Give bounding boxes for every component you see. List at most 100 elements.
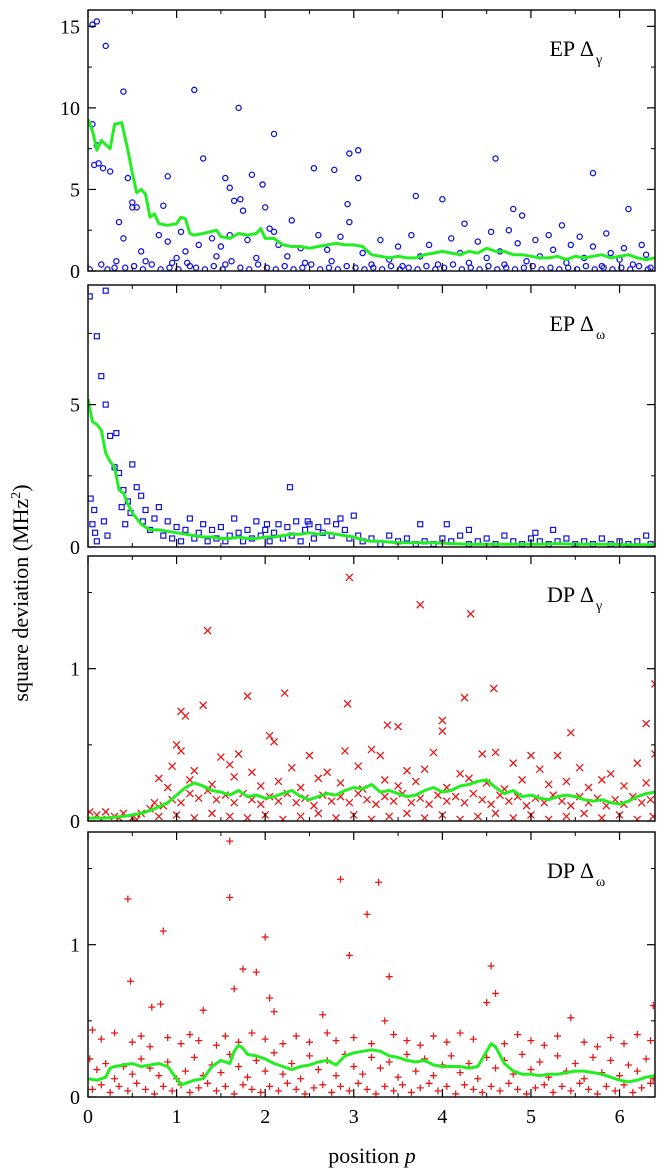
data-point — [305, 1052, 313, 1060]
data-point — [346, 150, 353, 157]
data-point — [345, 1087, 353, 1095]
data-point — [234, 750, 243, 758]
data-point — [434, 261, 442, 268]
data-point — [616, 1072, 624, 1080]
data-point — [509, 205, 517, 213]
data-point — [562, 812, 571, 821]
data-point — [396, 266, 404, 271]
data-point — [343, 699, 352, 708]
data-point — [540, 1081, 548, 1089]
data-point — [262, 526, 269, 534]
data-point — [185, 775, 194, 784]
data-point — [505, 226, 513, 234]
data-point — [261, 204, 269, 211]
data-point — [93, 538, 100, 545]
data-point — [625, 205, 632, 213]
data-point — [483, 535, 490, 542]
data-point — [361, 266, 368, 271]
data-point — [133, 204, 140, 211]
data-point — [465, 1059, 473, 1067]
data-point — [235, 1063, 243, 1071]
data-point — [186, 1088, 194, 1096]
mean-line — [88, 398, 655, 547]
data-point — [442, 797, 451, 806]
data-point — [231, 515, 238, 522]
data-point — [405, 264, 412, 271]
data-point — [163, 783, 172, 792]
x-tick-label: 2 — [260, 1106, 270, 1128]
data-point — [137, 248, 145, 255]
data-point — [275, 521, 282, 528]
data-point — [447, 235, 455, 242]
data-point — [416, 600, 425, 609]
data-point — [235, 529, 242, 536]
y-tick-label: 5 — [70, 395, 80, 417]
data-point — [394, 722, 403, 731]
data-point — [323, 246, 331, 254]
data-point — [192, 264, 200, 271]
data-point — [177, 798, 185, 807]
data-point — [514, 1031, 522, 1039]
data-point — [265, 731, 274, 740]
data-point — [385, 973, 393, 981]
panel-label: EP Δ — [549, 36, 594, 61]
data-point — [169, 535, 176, 542]
data-point — [564, 264, 572, 271]
data-point — [88, 1026, 96, 1034]
data-point — [491, 748, 500, 757]
data-point — [607, 1056, 615, 1064]
data-point — [288, 1059, 296, 1067]
data-point — [278, 815, 287, 821]
data-point — [367, 745, 376, 754]
data-point — [226, 184, 233, 192]
data-point — [195, 1084, 203, 1092]
data-point — [531, 1084, 539, 1092]
data-point — [323, 768, 332, 777]
data-point — [598, 535, 605, 542]
data-point — [244, 236, 251, 244]
data-point — [380, 775, 389, 784]
data-point — [359, 249, 366, 257]
data-point — [603, 230, 610, 237]
data-point — [558, 222, 566, 229]
data-point — [597, 813, 606, 821]
data-point — [270, 529, 278, 536]
data-point — [469, 1085, 477, 1093]
data-point — [142, 1085, 150, 1093]
data-point — [345, 573, 354, 582]
data-point — [423, 262, 430, 270]
data-point — [328, 1088, 336, 1096]
data-point — [292, 1085, 300, 1093]
data-point — [261, 1035, 269, 1043]
data-point — [228, 257, 235, 265]
data-point — [115, 1082, 123, 1090]
data-point — [381, 1082, 389, 1090]
data-point — [394, 1073, 402, 1081]
data-point — [253, 254, 260, 262]
data-point — [535, 765, 544, 774]
data-point — [208, 809, 216, 818]
y-tick-label: 1 — [70, 659, 80, 681]
data-point — [345, 798, 354, 807]
data-point — [554, 1032, 562, 1040]
data-point — [150, 798, 159, 807]
panel-label-main: DP Δ — [547, 858, 594, 883]
data-point — [244, 526, 251, 534]
data-point — [121, 264, 129, 271]
data-point — [417, 521, 424, 528]
data-point — [299, 264, 306, 271]
data-point — [566, 728, 575, 737]
data-point — [626, 266, 634, 271]
data-point — [138, 492, 145, 499]
data-point — [527, 1066, 535, 1074]
data-point — [518, 1050, 526, 1058]
data-point — [95, 160, 102, 167]
data-point — [122, 521, 129, 528]
data-point — [449, 261, 457, 268]
data-point — [336, 875, 344, 883]
data-point — [261, 933, 269, 941]
data-point — [195, 241, 202, 249]
data-point — [160, 202, 167, 209]
data-point — [633, 815, 642, 821]
